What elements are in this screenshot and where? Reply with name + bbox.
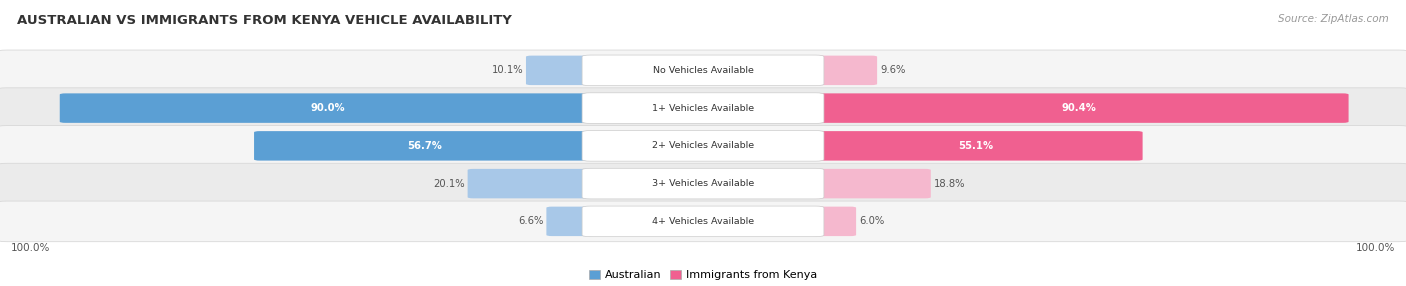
FancyBboxPatch shape bbox=[810, 169, 931, 198]
Text: 56.7%: 56.7% bbox=[408, 141, 443, 151]
FancyBboxPatch shape bbox=[582, 93, 824, 124]
Text: 1+ Vehicles Available: 1+ Vehicles Available bbox=[652, 104, 754, 113]
Text: 18.8%: 18.8% bbox=[934, 179, 965, 188]
FancyBboxPatch shape bbox=[810, 206, 856, 236]
FancyBboxPatch shape bbox=[582, 55, 824, 86]
FancyBboxPatch shape bbox=[59, 93, 596, 123]
FancyBboxPatch shape bbox=[547, 206, 596, 236]
FancyBboxPatch shape bbox=[0, 50, 1406, 91]
Text: 6.0%: 6.0% bbox=[859, 217, 884, 226]
Text: 90.0%: 90.0% bbox=[311, 103, 346, 113]
Text: 20.1%: 20.1% bbox=[433, 179, 465, 188]
FancyBboxPatch shape bbox=[810, 131, 1143, 161]
Text: 100.0%: 100.0% bbox=[11, 243, 51, 253]
FancyBboxPatch shape bbox=[582, 206, 824, 237]
Text: Source: ZipAtlas.com: Source: ZipAtlas.com bbox=[1278, 14, 1389, 24]
Text: 90.4%: 90.4% bbox=[1062, 103, 1097, 113]
FancyBboxPatch shape bbox=[0, 163, 1406, 204]
FancyBboxPatch shape bbox=[468, 169, 596, 198]
Text: 100.0%: 100.0% bbox=[1355, 243, 1395, 253]
Text: 3+ Vehicles Available: 3+ Vehicles Available bbox=[652, 179, 754, 188]
FancyBboxPatch shape bbox=[0, 201, 1406, 242]
Text: 10.1%: 10.1% bbox=[492, 65, 523, 75]
Text: 4+ Vehicles Available: 4+ Vehicles Available bbox=[652, 217, 754, 226]
FancyBboxPatch shape bbox=[582, 130, 824, 161]
FancyBboxPatch shape bbox=[526, 55, 596, 85]
FancyBboxPatch shape bbox=[0, 126, 1406, 166]
FancyBboxPatch shape bbox=[0, 88, 1406, 128]
FancyBboxPatch shape bbox=[582, 168, 824, 199]
FancyBboxPatch shape bbox=[810, 93, 1348, 123]
Text: 9.6%: 9.6% bbox=[880, 65, 905, 75]
Text: 6.6%: 6.6% bbox=[519, 217, 544, 226]
Text: AUSTRALIAN VS IMMIGRANTS FROM KENYA VEHICLE AVAILABILITY: AUSTRALIAN VS IMMIGRANTS FROM KENYA VEHI… bbox=[17, 14, 512, 27]
Text: 2+ Vehicles Available: 2+ Vehicles Available bbox=[652, 141, 754, 150]
Legend: Australian, Immigrants from Kenya: Australian, Immigrants from Kenya bbox=[589, 270, 817, 281]
FancyBboxPatch shape bbox=[810, 55, 877, 85]
Text: 55.1%: 55.1% bbox=[959, 141, 994, 151]
FancyBboxPatch shape bbox=[254, 131, 596, 161]
Text: No Vehicles Available: No Vehicles Available bbox=[652, 66, 754, 75]
